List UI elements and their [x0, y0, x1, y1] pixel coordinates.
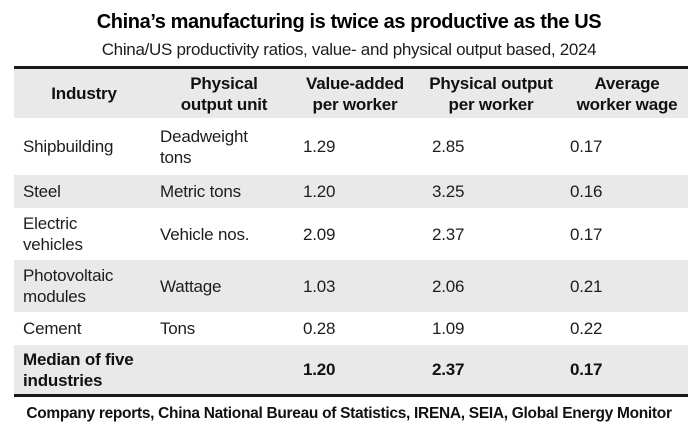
- productivity-table: Industry Physical output unit Value-adde…: [14, 66, 688, 397]
- value-added-cell: 2.09: [303, 224, 336, 244]
- unit-cell: Wattage: [160, 276, 222, 296]
- table-row-photovoltaic-modules: Photovoltaic modules Wattage 1.03 2.06 0…: [14, 260, 688, 312]
- value-added-cell: 1.20: [303, 360, 336, 379]
- industry-cell: Median of five industries: [23, 349, 134, 390]
- industry-cell: Cement: [23, 319, 82, 338]
- physical-output-cell: 2.37: [432, 360, 465, 379]
- industry-cell: Shipbuilding: [23, 137, 114, 156]
- unit-cell: Vehicle nos.: [160, 224, 250, 244]
- industry-cell: Photovoltaic modules: [23, 266, 114, 306]
- table-row-electric-vehicles: Electric vehicles Vehicle nos. 2.09 2.37…: [14, 208, 688, 260]
- col-header-physical-output-per-worker: Physical output per worker: [429, 73, 553, 114]
- wage-cell: 0.17: [570, 360, 603, 379]
- col-header-value-added-per-worker: Value-added per worker: [306, 73, 404, 114]
- physical-output-cell: 3.25: [432, 182, 465, 201]
- table-row-steel: Steel Metric tons 1.20 3.25 0.16: [14, 175, 688, 208]
- wage-cell: 0.17: [570, 137, 603, 156]
- table-header-row: Industry Physical output unit Value-adde…: [14, 69, 688, 118]
- physical-output-cell: 2.06: [432, 276, 465, 296]
- figure-title: China’s manufacturing is twice as produc…: [96, 11, 602, 33]
- industry-cell: Electric vehicles: [23, 214, 83, 254]
- wage-cell: 0.17: [570, 224, 603, 244]
- unit-cell: Metric tons: [160, 182, 241, 201]
- wage-cell: 0.21: [570, 276, 603, 296]
- value-added-cell: 1.20: [303, 182, 336, 201]
- source-line: Company reports, China National Bureau o…: [26, 405, 672, 422]
- value-added-cell: 0.28: [303, 319, 336, 338]
- col-header-industry: Industry: [51, 84, 117, 103]
- value-added-cell: 1.03: [303, 276, 336, 296]
- table-row-cement: Cement Tons 0.28 1.09 0.22: [14, 312, 688, 345]
- value-added-cell: 1.29: [303, 137, 336, 156]
- physical-output-cell: 2.37: [432, 224, 465, 244]
- table-row-median: Median of five industries 1.20 2.37 0.17: [14, 345, 688, 394]
- physical-output-cell: 1.09: [432, 319, 465, 338]
- figure-subtitle: China/US productivity ratios, value- and…: [101, 40, 597, 59]
- col-header-average-worker-wage: Average worker wage: [576, 73, 678, 114]
- unit-cell: Deadweight tons: [160, 126, 248, 167]
- wage-cell: 0.16: [570, 182, 603, 201]
- col-header-physical-output-unit: Physical output unit: [180, 73, 268, 114]
- unit-cell: Tons: [160, 319, 196, 338]
- physical-output-cell: 2.85: [432, 137, 465, 156]
- industry-cell: Steel: [23, 182, 61, 201]
- wage-cell: 0.22: [570, 319, 603, 338]
- table-row-shipbuilding: Shipbuilding Deadweight tons 1.29 2.85 0…: [14, 118, 688, 175]
